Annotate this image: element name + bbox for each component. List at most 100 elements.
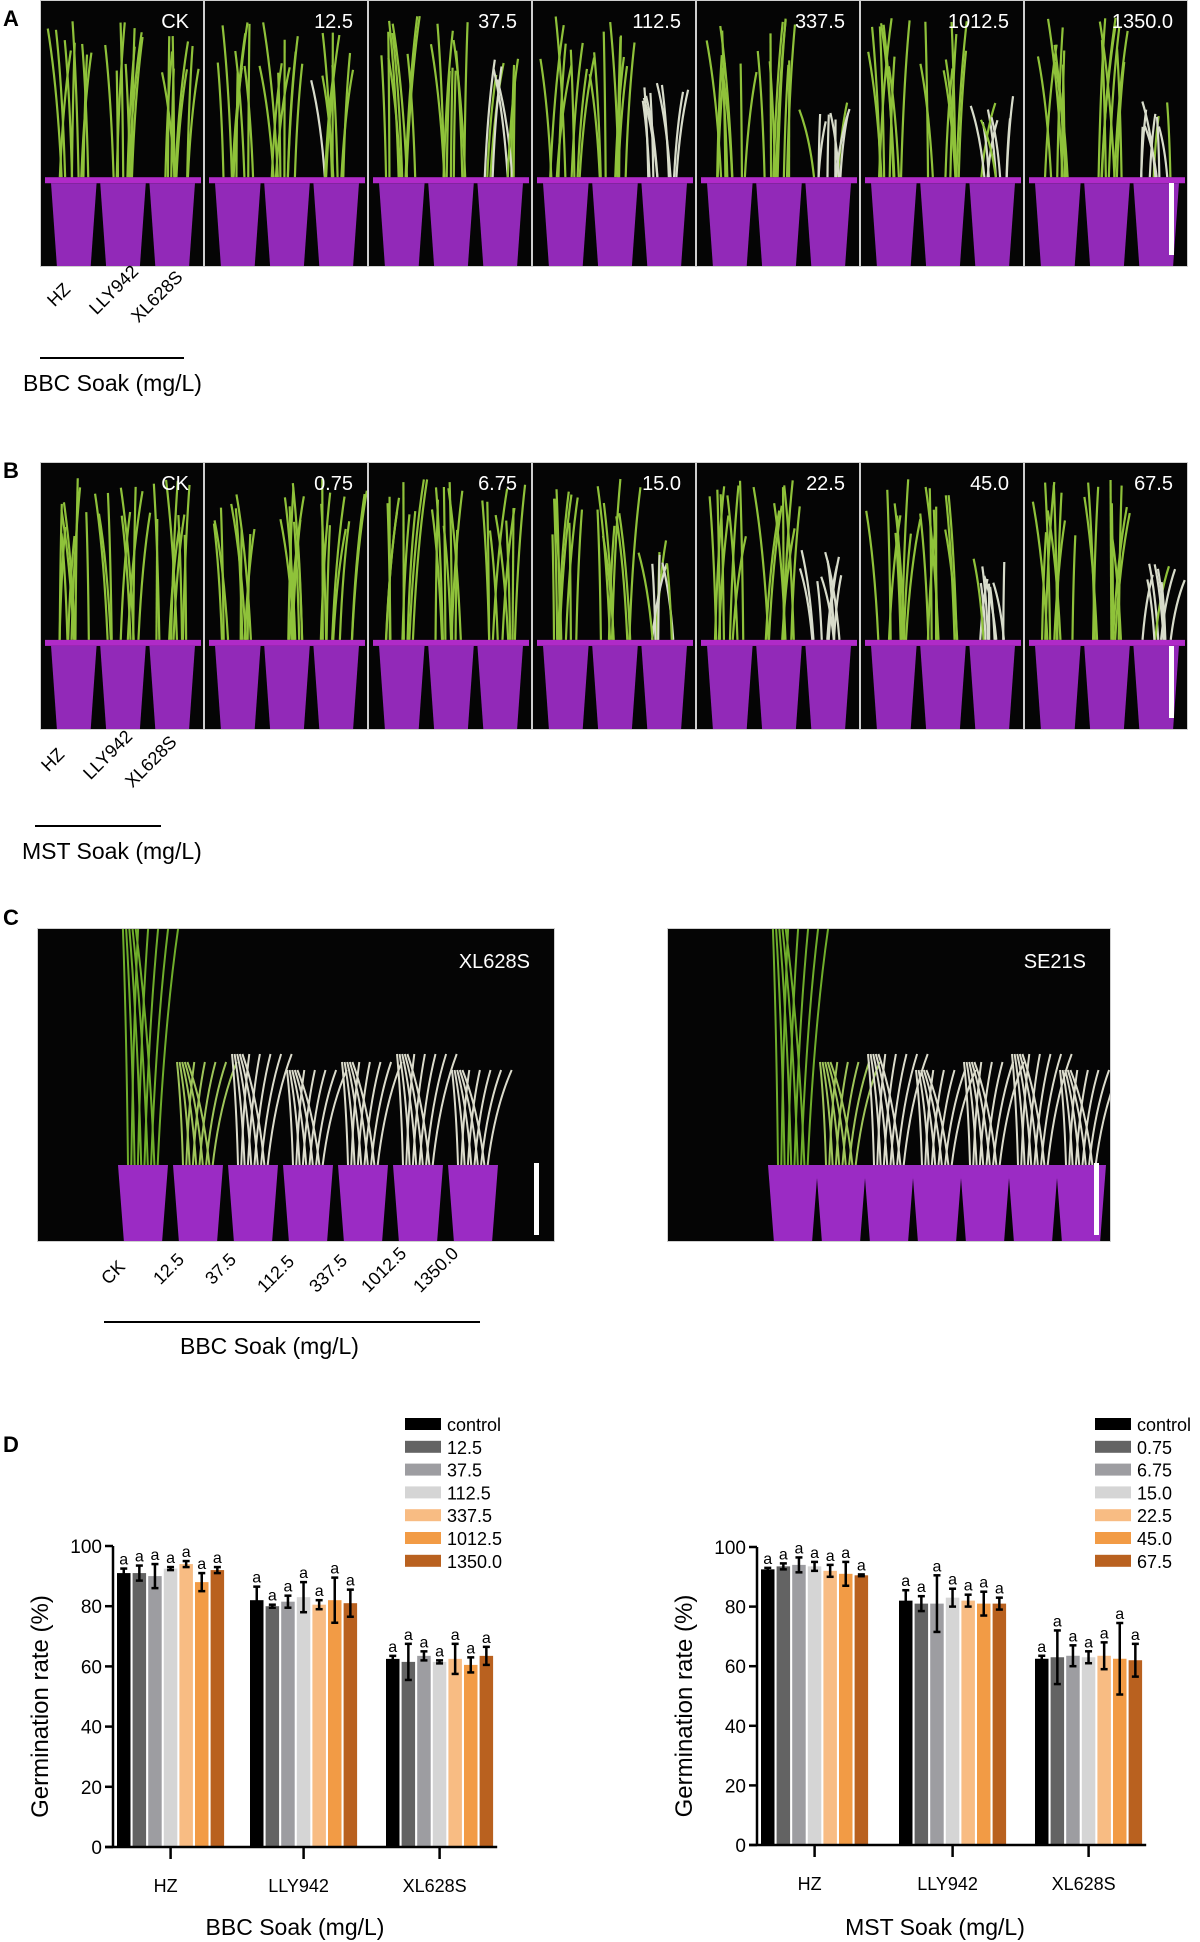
significance-letter: a: [213, 1550, 222, 1567]
seedlings-illustration: [1029, 480, 1186, 729]
significance-letter: a: [346, 1573, 355, 1590]
bar: [312, 1604, 326, 1847]
significance-letter: a: [252, 1570, 261, 1587]
pot-concentration-label: 37.5: [201, 1249, 241, 1289]
y-tick-label: 80: [81, 1597, 102, 1618]
x-category-label: LLY942: [268, 1876, 329, 1896]
significance-letter: a: [841, 1545, 850, 1562]
seedlings-illustration: [701, 480, 857, 729]
concentration-label: 1350.0: [1111, 11, 1173, 33]
bar: [914, 1603, 929, 1845]
bar: [761, 1569, 775, 1845]
legend-swatch: [405, 1463, 441, 1476]
significance-letter: a: [435, 1643, 444, 1660]
legend-swatch: [1095, 1418, 1131, 1430]
concentration-label: 6.75: [478, 473, 517, 495]
legend-label: 6.75: [1137, 1461, 1172, 1481]
bar: [899, 1600, 913, 1845]
bar: [930, 1603, 944, 1845]
seedlings-illustration: [865, 479, 1021, 729]
bar: [195, 1582, 209, 1847]
concentration-label: 45.0: [970, 473, 1009, 495]
significance-letter: a: [119, 1552, 128, 1569]
bar: [464, 1664, 478, 1847]
pot-concentration-label: 337.5: [305, 1250, 352, 1297]
bar: [343, 1603, 358, 1847]
concentration-label: 1012.5: [947, 11, 1009, 33]
significance-letter: a: [182, 1544, 191, 1561]
significance-letter: a: [901, 1573, 910, 1590]
significance-letter: a: [995, 1581, 1004, 1598]
seedling-photo: 1012.5: [860, 0, 1024, 267]
significance-letter: a: [1084, 1634, 1093, 1651]
bar: [148, 1576, 162, 1847]
significance-letter: a: [388, 1639, 397, 1656]
legend-swatch: [405, 1509, 441, 1522]
y-tick-label: 20: [725, 1776, 746, 1797]
bar: [776, 1566, 791, 1845]
significance-letter: a: [964, 1578, 973, 1595]
bar: [163, 1568, 178, 1847]
bar: [328, 1600, 342, 1847]
concentration-label: 37.5: [478, 11, 517, 33]
significance-letter: a: [404, 1627, 413, 1644]
significance-letter: a: [794, 1540, 803, 1557]
legend-label: 22.5: [1137, 1506, 1172, 1526]
legend-label: 1350.0: [447, 1552, 502, 1572]
bar: [401, 1661, 416, 1847]
legend-label: 337.5: [447, 1506, 492, 1526]
significance-letter: a: [779, 1546, 788, 1563]
seedlings-illustration: [209, 22, 365, 266]
seedling-photo: 112.5: [532, 0, 696, 267]
significance-letter: a: [268, 1588, 277, 1605]
bar: [296, 1597, 311, 1847]
legend-swatch: [405, 1440, 441, 1453]
y-tick-label: 40: [725, 1717, 746, 1738]
x-category-label: LLY942: [917, 1874, 978, 1894]
significance-letter: a: [466, 1640, 475, 1657]
legend-label: 1012.5: [447, 1529, 502, 1549]
x-category-label: HZ: [798, 1874, 822, 1894]
seedling-photo: 12.5: [204, 0, 368, 267]
y-axis-title: Germination rate (%): [27, 1595, 54, 1818]
seedling-photo: 0.75: [204, 462, 368, 730]
scale-bar: [534, 1163, 539, 1235]
legend-label: 15.0: [1137, 1483, 1172, 1503]
panel-a-letter: A: [3, 6, 19, 31]
significance-letter: a: [979, 1575, 988, 1592]
significance-letter: a: [1115, 1606, 1124, 1623]
bar: [854, 1575, 869, 1845]
strain-label: HZ: [37, 744, 69, 776]
scale-bar: [1094, 1163, 1099, 1235]
scale-bar: [1169, 183, 1174, 255]
seedlings-illustration: [373, 15, 529, 266]
seedlings-illustration: [865, 18, 1021, 266]
bar: [132, 1573, 147, 1847]
legend-label: 0.75: [1137, 1438, 1172, 1458]
bar: [417, 1655, 431, 1847]
y-axis-title: Germination rate (%): [671, 1595, 698, 1818]
seedling-photo: 337.5: [696, 0, 860, 267]
significance-letter: a: [135, 1549, 144, 1566]
seedling-photo: 37.5: [368, 0, 532, 267]
y-tick-label: 100: [714, 1538, 746, 1559]
significance-letter: a: [150, 1547, 159, 1564]
seedlings-illustration: [1029, 17, 1185, 266]
significance-letter: a: [1037, 1639, 1046, 1656]
panel-c-right-label: SE21S: [1023, 951, 1086, 973]
concentration-label: 0.75: [314, 473, 353, 495]
significance-letter: a: [857, 1557, 866, 1574]
bar: [823, 1570, 837, 1845]
seedling-photo: 6.75: [368, 462, 532, 730]
significance-letter: a: [315, 1583, 324, 1600]
bar: [448, 1658, 462, 1847]
bar: [386, 1658, 400, 1847]
significance-letter: a: [948, 1572, 957, 1589]
pot-concentration-label: 112.5: [253, 1251, 299, 1297]
seedlings-illustration: [209, 478, 367, 729]
significance-letter: a: [1068, 1628, 1077, 1645]
seedling-photo: 1350.0: [1024, 0, 1188, 267]
